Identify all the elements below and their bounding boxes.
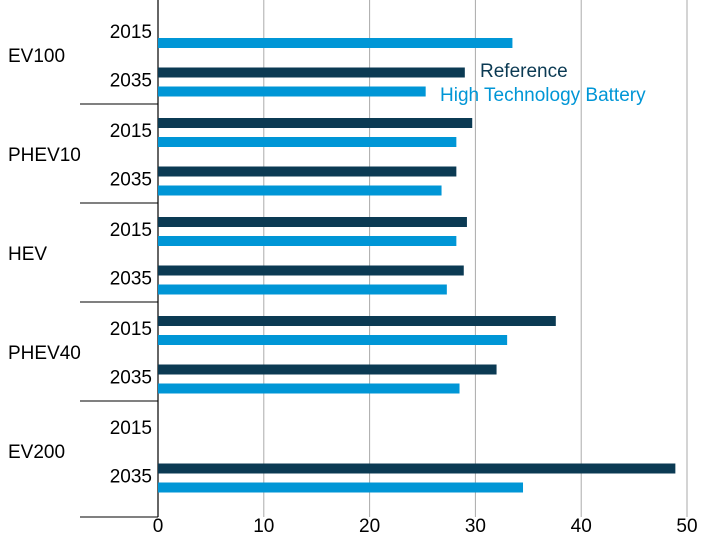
x-tick-label: 10 (253, 516, 274, 537)
group-label: EV100 (8, 46, 65, 67)
bar (158, 67, 465, 78)
group-label: EV200 (8, 442, 65, 463)
y-tick-label: 2015 (110, 319, 152, 340)
bar (158, 166, 457, 177)
bar (158, 137, 457, 147)
bar (158, 383, 460, 394)
y-tick-label: 2035 (110, 170, 152, 191)
bar (158, 185, 442, 196)
y-tick-label: 2015 (110, 22, 152, 43)
legend-label: High Technology Battery (440, 85, 646, 106)
bar (158, 284, 447, 295)
x-tick-label: 30 (465, 516, 486, 537)
y-tick-label: 2035 (110, 467, 152, 488)
x-tick-label: 50 (676, 516, 697, 537)
x-tick-label: 0 (153, 516, 164, 537)
x-tick-label: 20 (359, 516, 380, 537)
bar (158, 364, 497, 375)
bar (158, 118, 473, 128)
y-tick-label: 2035 (110, 71, 152, 92)
group-label: HEV (8, 244, 47, 265)
x-tick-label: 40 (571, 516, 592, 537)
bar (158, 316, 556, 326)
y-tick-label: 2035 (110, 368, 152, 389)
y-tick-label: 2035 (110, 269, 152, 290)
bar (158, 86, 426, 97)
bar (158, 236, 457, 246)
bar (158, 482, 524, 493)
y-tick-label: 2015 (110, 220, 152, 241)
bar (158, 335, 508, 345)
bar (158, 38, 513, 48)
bar (158, 265, 464, 276)
y-tick-label: 2015 (110, 121, 152, 142)
group-label: PHEV40 (8, 343, 81, 364)
bar (158, 217, 467, 227)
bar (158, 463, 676, 474)
legend-label: Reference (480, 61, 568, 82)
group-label: PHEV10 (8, 145, 81, 166)
y-tick-label: 2015 (110, 418, 152, 439)
